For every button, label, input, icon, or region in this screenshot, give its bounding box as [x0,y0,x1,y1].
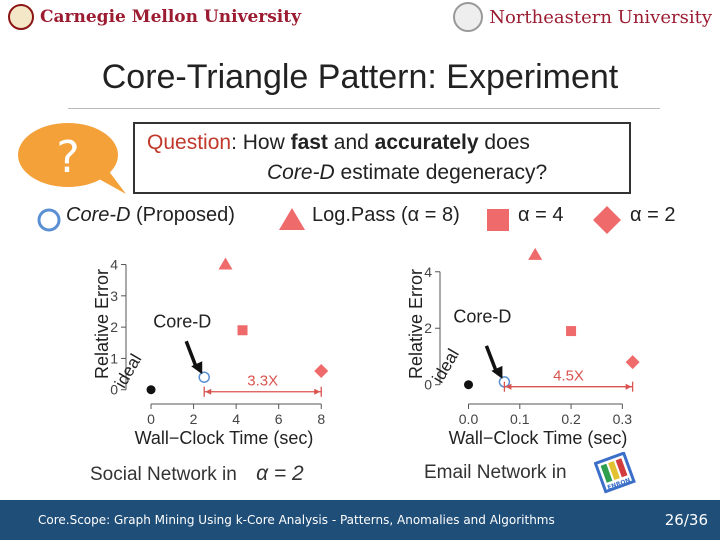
enron-logo-bar-3 [615,458,628,478]
chart1-cored-arrow-head [491,365,503,379]
chart0-y-axis-label: Relative Error [92,269,112,379]
chart1-cored-label: Core-D [453,307,511,327]
chart1-point-alpha2 [625,355,640,370]
chart0-x-tick-label: 0 [147,411,155,427]
chart1-point-ideal [464,380,474,390]
chart1-y-tick-label: 0 [424,377,432,393]
footer-title: Core.Scope: Graph Mining Using k-Core An… [38,513,555,527]
question-fast: fast [290,131,328,154]
chart1-x-tick-label: 0.2 [561,411,581,427]
question-accurately: accurately [374,131,479,154]
chart1-x-tick-label: 0.3 [613,411,633,427]
bubble-tail [90,162,126,194]
chart0-y-tick-label: 0 [110,382,118,398]
question-box: Question: How fast and accurately does C… [133,122,631,194]
chart1-x-axis-label: Wall−Clock Time (sec) [449,428,628,448]
chart0-y-tick-label: 1 [110,350,118,366]
chart0-speedup-arrow-right [314,388,321,395]
legend-alpha2: α = 2 [630,204,676,226]
email-caption-text: Email Network in [424,462,567,483]
chart1-y-tick-label: 2 [424,320,432,336]
chart0-cored-arrow-shaft [184,340,198,368]
cmu-logo: Carnegie Mellon University [8,4,301,30]
chart0-cored-label: Core-D [153,312,211,332]
footer-bar: Core.Scope: Graph Mining Using k-Core An… [0,500,720,540]
legend-square [487,209,509,231]
chart0-speedup-arrow-left [205,388,212,395]
question-mid: and [327,131,375,154]
chart0-y-tick-label: 4 [110,257,118,273]
chart0-y-tick-label: 2 [110,319,118,335]
question-sep: : How [231,131,291,154]
chart1-speedup-label: 4.5X [553,368,584,385]
legend-cored: Core-D (Proposed) [66,204,235,227]
chart1-ideal-label: ideal [429,346,463,387]
chart0-speedup-label: 3.3X [247,373,278,390]
legend-logpass-marker [279,208,305,230]
page-number: 26/36 [664,511,708,529]
legend-triangle [279,208,305,230]
northeastern-logo-text: Northeastern University [489,6,712,28]
chart0-cored-arrow-head [191,361,203,375]
chart0-point-alpha2 [314,363,329,378]
chart1-x-tick-label: 0.1 [510,411,530,427]
question-rest: estimate degeneracy? [334,161,548,184]
enron-logo-bar-2 [608,461,620,481]
chart0-x-tick-label: 6 [275,411,283,427]
chart0-point-alpha4 [237,325,248,336]
chart1-x-tick-label: 0.0 [459,411,479,427]
legend-cored-suffix: (Proposed) [130,204,235,226]
legend-alpha4: α = 4 [518,204,564,226]
chart0-x-axis-label: Wall−Clock Time (sec) [135,428,314,448]
enron-logo-bar-1 [600,463,613,483]
legend-cored-marker [37,208,61,232]
northeastern-seal-icon [453,2,484,32]
chart1-y-axis-label: Relative Error [406,269,426,379]
legend-alpha4-marker [487,209,509,231]
social-caption-text: Social Network in [90,464,237,485]
legend: Core-D (Proposed) Log.Pass (α = 8) α = 4… [0,200,720,236]
social-caption-math: α = 2 [256,462,304,485]
chart0-x-tick-label: 4 [232,411,240,427]
chart0-point-ideal [146,385,156,395]
legend-diamond [593,206,621,234]
chart1-speedup-arrow-right [625,383,632,390]
email-network-caption: Email Network in [424,462,567,484]
chart0-point-cored [198,371,210,383]
chart1-speedup-arrow-left [505,383,512,390]
question-cored: Core-D [267,161,335,184]
question-bubble-icon: ? [18,123,126,194]
enron-logo-icon: ENRON [594,452,636,494]
social-network-caption: Social Network in α = 2 [90,462,304,486]
cmu-logo-text: Carnegie Mellon University [40,7,301,27]
title-divider [68,108,660,109]
question-label: Question [147,131,232,154]
chart0-point-logpass [218,257,233,270]
question-mark: ? [56,132,79,183]
legend-alpha2-marker [593,206,621,234]
question-line-2: Core-D estimate degeneracy? [267,158,547,188]
slide-title: Core-Triangle Pattern: Experiment [101,58,619,96]
question-end: does [478,131,530,154]
chart1-point-alpha4 [566,326,577,337]
cmu-seal-icon [8,4,34,30]
northeastern-logo: Northeastern University [453,2,712,32]
legend-cored-circle [37,208,61,232]
chart1-point-logpass [528,247,543,260]
chart0-y-tick-label: 3 [110,288,118,304]
chart0-x-tick-label: 8 [317,411,325,427]
legend-cored-name: Core-D [66,204,131,226]
legend-logpass: Log.Pass (α = 8) [312,204,460,226]
chart1-cored-arrow-shaft [484,345,499,373]
chart0-x-tick-label: 2 [190,411,198,427]
chart1-y-tick-label: 4 [424,264,432,280]
question-line-1: Question: How fast and accurately does [147,128,530,158]
enron-logo-frame [594,452,636,494]
